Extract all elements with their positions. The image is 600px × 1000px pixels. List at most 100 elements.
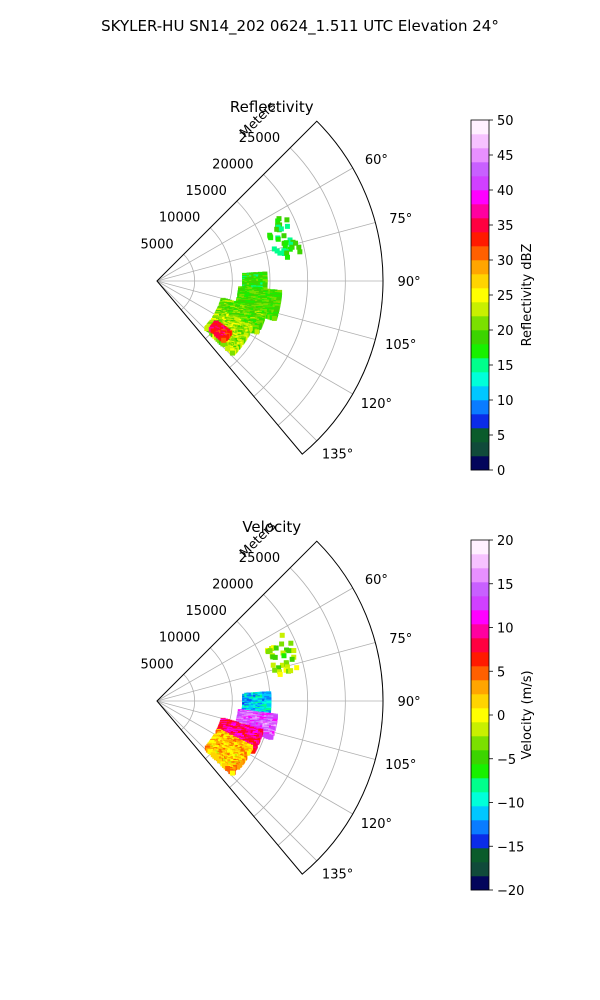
data-cell-outbound (268, 734, 274, 740)
colorbar-segment (471, 302, 489, 317)
colorbar-segment (471, 792, 489, 807)
data-cell-scatter (275, 236, 281, 242)
data-cell-near-zero (213, 755, 219, 761)
colorbar-tick-label: 20 (497, 324, 514, 339)
range-ring-0 (180, 254, 196, 311)
data-cell-near-zero (217, 758, 223, 764)
data-cell-scatter (268, 235, 274, 241)
data-cell-scatter (271, 246, 277, 252)
colorbar-segment (471, 610, 489, 625)
data-cell-scatter (284, 647, 290, 653)
data-cell-scatter (284, 217, 290, 223)
data-cell-main-echo (204, 326, 210, 332)
theta-tick-label: 135° (322, 448, 353, 463)
colorbar-tick-label: 40 (497, 184, 514, 199)
azimuth-spoke-5 (156, 280, 318, 442)
azimuth-spoke-0 (156, 167, 353, 282)
colorbar-segment (471, 428, 489, 443)
colorbar-tick-label: 5 (497, 429, 505, 444)
data-cell-scatter (270, 662, 276, 668)
colorbar-segment (471, 624, 489, 639)
data-cell-scatter (272, 667, 278, 673)
data-cell-main-echo (225, 345, 231, 351)
data-cell-main-echo (262, 283, 268, 289)
colorbar-segment (471, 288, 489, 303)
colorbar-segment (471, 358, 489, 373)
data-cell-core (210, 328, 216, 334)
data-cell-scatter (287, 237, 293, 243)
data-cell-scatter (279, 632, 285, 638)
data-cell-scatter (294, 665, 300, 671)
colorbar-segment (471, 330, 489, 345)
r-tick-label: 10000 (159, 211, 200, 226)
data-cell-scatter (267, 648, 273, 654)
colorbar-segment (471, 190, 489, 205)
colorbar-segment (471, 218, 489, 233)
colorbar-segment (471, 876, 489, 891)
colorbar-segment (471, 638, 489, 653)
r-tick-label: 10000 (159, 631, 200, 646)
theta-tick-label: 120° (361, 817, 392, 832)
theta-tick-label: 105° (385, 338, 416, 353)
r-tick-label: 20000 (212, 577, 253, 592)
colorbar-tick-label: 25 (497, 289, 514, 304)
data-cell-outbound (254, 740, 260, 746)
theta-tick-label: 105° (385, 758, 416, 773)
data-cell-scatter (279, 641, 285, 647)
figure-suptitle: SKYLER-HU SN14_202 0624_1.511 UTC Elevat… (101, 17, 499, 36)
data-cell-scatter (270, 654, 276, 660)
data-cell-main-echo (245, 300, 251, 306)
data-cell-main-echo (249, 328, 255, 334)
colorbar-segment (471, 204, 489, 219)
colorbar-segment (471, 442, 489, 457)
data-cell-scatter (284, 250, 290, 256)
azimuth-spoke-1 (156, 642, 376, 702)
range-ring-3 (253, 174, 309, 397)
range-ring-3 (253, 594, 309, 817)
colorbar-tick-label: 10 (497, 394, 514, 409)
data-cell-scatter (288, 668, 294, 674)
theta-tick-label: 75° (389, 632, 412, 647)
colorbar-tick-label: 0 (497, 709, 505, 724)
data-cell-scatter (297, 249, 303, 255)
colorbar-segment (471, 750, 489, 765)
data-cell-scatter (274, 248, 280, 254)
data-cell-scatter (277, 671, 283, 677)
data-cell-scatter (283, 240, 289, 246)
data-cell-main-echo (268, 309, 274, 315)
data-cell-main-echo (254, 329, 260, 335)
colorbar-segment (471, 722, 489, 737)
data-cell-scatter (284, 223, 290, 229)
data-cell-main-echo (274, 308, 280, 314)
theta-tick-label: 60° (365, 153, 388, 168)
colorbar-tick-label: 10 (497, 622, 514, 637)
colorbar-tick-label: 35 (497, 219, 514, 234)
theta-tick-label: 90° (398, 695, 421, 710)
colorbar-segment (471, 260, 489, 275)
colorbar-tick-label: 5 (497, 665, 505, 680)
data-cell-scatter (280, 650, 286, 656)
data-cell-main-echo (220, 341, 226, 347)
theta-tick-label: 135° (322, 868, 353, 883)
data-cell-core (221, 337, 227, 343)
colorbar-tick-label: 45 (497, 149, 514, 164)
data-cells (204, 632, 300, 776)
data-cell-main-echo (258, 290, 264, 296)
colorbar-segment (471, 134, 489, 149)
data-cell-scatter (286, 648, 292, 654)
colorbar-segment (471, 274, 489, 289)
data-cell-near-zero (225, 765, 231, 771)
data-cell-outbound (270, 726, 276, 732)
reflectivity-panel: Reflectivity500010000150002000025000Mete… (141, 98, 535, 479)
data-cell-scatter (287, 246, 293, 252)
r-tick-label: 15000 (186, 184, 227, 199)
data-cell-scatter (291, 648, 297, 654)
data-cell-near-zero (207, 749, 213, 755)
colorbar: 0 5 10 15 20 25 30 35 40 45 50 Reflectivity dBZ (470, 114, 535, 479)
range-ring-4 (277, 567, 346, 846)
panel-title: Velocity (242, 518, 301, 536)
data-cell-outbound (250, 748, 256, 754)
data-cell-scatter (284, 664, 290, 670)
r-tick-label: 25000 (239, 131, 280, 146)
colorbar-label: Reflectivity dBZ (520, 244, 535, 347)
